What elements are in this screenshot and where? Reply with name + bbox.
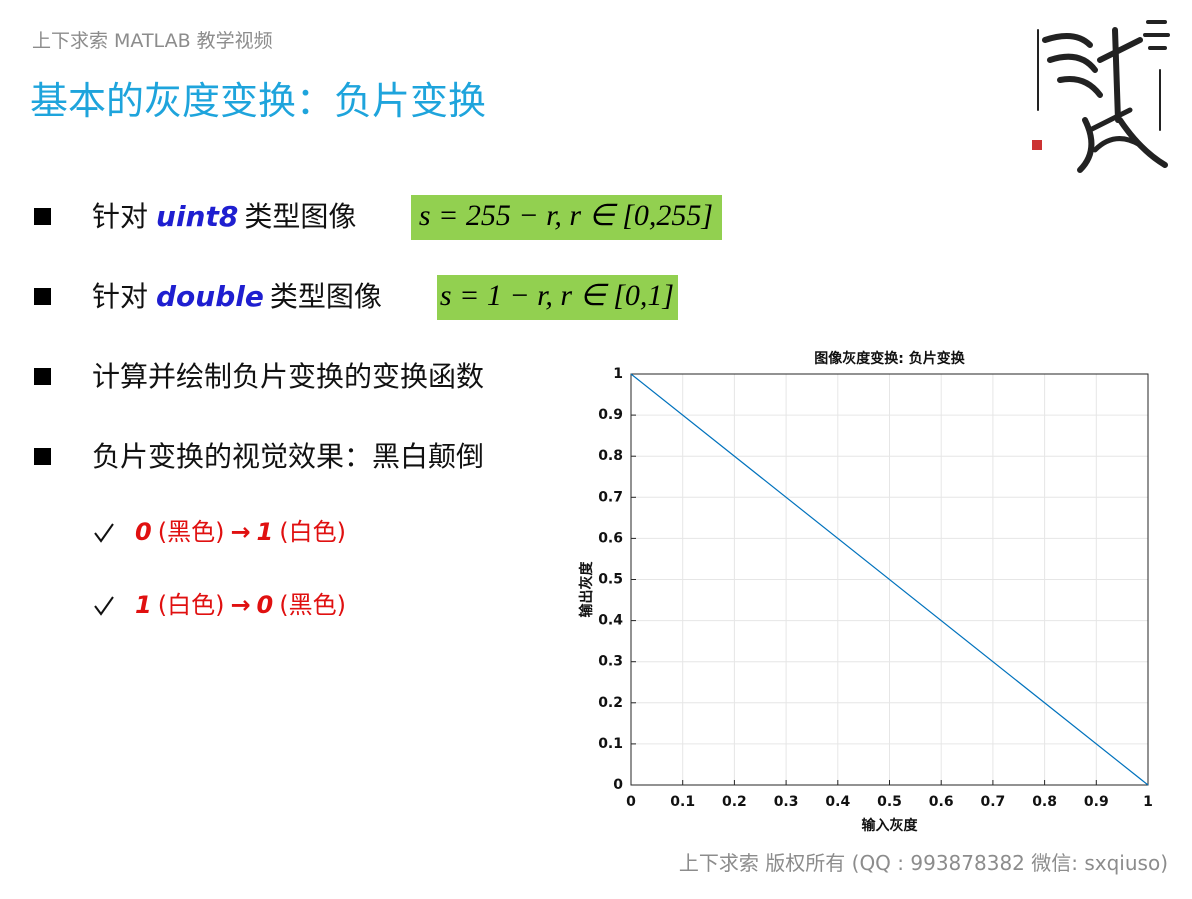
x-tick-label: 0.3 — [774, 794, 799, 810]
x-tick-label: 0.8 — [1032, 794, 1057, 810]
y-tick-label: 0.2 — [598, 695, 623, 711]
check-mark — [94, 596, 114, 616]
footer: 上下求索 版权所有 (QQ : 993878382 微信: sxqiuso) — [679, 851, 1168, 875]
check-part: → — [230, 591, 250, 619]
formula: s = 255 − r, r ∈ [0,255] — [419, 199, 713, 232]
x-tick-label: 0.4 — [825, 794, 850, 810]
y-tick-label: 0.7 — [598, 489, 623, 505]
bullet-text: 针对 double 类型图像 — [92, 280, 382, 313]
bullet-prefix: 针对 — [92, 200, 148, 233]
check-text: 0 (黑色) → 1 (白色) — [135, 518, 346, 546]
x-axis-label: 输入灰度 — [862, 817, 919, 834]
check-part: 0 — [257, 591, 274, 619]
check-mark — [94, 523, 114, 543]
x-tick-label: 0.5 — [877, 794, 902, 810]
bullet-suffix: 类型图像 — [244, 200, 356, 233]
x-tick-label: 0.6 — [929, 794, 954, 810]
check-part: (白色) — [279, 518, 346, 546]
y-tick-label: 0.9 — [598, 407, 623, 423]
data-line — [630, 373, 1149, 786]
check-text: 1 (白色) → 0 (黑色) — [135, 591, 346, 619]
bullet-text: 负片变换的视觉效果：黑白颠倒 — [92, 440, 484, 473]
bullet-prefix: 针对 — [92, 280, 148, 313]
bullet-square — [34, 448, 51, 465]
bullet-keyword: uint8 — [156, 200, 238, 233]
chart-title: 图像灰度变换: 负片变换 — [814, 350, 965, 367]
check-part: (黑色) — [279, 591, 346, 619]
y-tick-label: 0.4 — [598, 613, 623, 629]
logo — [1032, 20, 1170, 173]
y-tick-label: 0.8 — [598, 448, 623, 464]
y-tick-label: 0 — [613, 777, 623, 793]
header-caption: 上下求索 MATLAB 教学视频 — [32, 30, 273, 52]
bullet-text: 针对 uint8 类型图像 — [92, 200, 356, 233]
check-part: (白色) — [158, 591, 225, 619]
bullet-square — [34, 288, 51, 305]
formula: s = 1 − r, r ∈ [0,1] — [440, 279, 674, 312]
y-tick-label: 0.6 — [598, 530, 623, 546]
x-tick-label: 0.9 — [1084, 794, 1109, 810]
bullet-square — [34, 368, 51, 385]
y-tick-label: 0.3 — [598, 654, 623, 670]
check-part: → — [230, 518, 250, 546]
check-part: 1 — [135, 591, 152, 619]
check-part: 1 — [257, 518, 274, 546]
y-tick-label: 0.5 — [598, 572, 623, 588]
bullet-suffix: 类型图像 — [270, 280, 382, 313]
formula-box — [437, 275, 678, 320]
x-tick-label: 0.7 — [980, 794, 1005, 810]
y-tick-label: 0.1 — [598, 736, 623, 752]
x-tick-label: 1 — [1143, 794, 1153, 810]
chart: 0 0.1 0.2 0.3 0.4 0.5 0.6 0.7 0.8 0.9 1 0 0.1 0.2 0.3 0… — [578, 350, 1153, 834]
bullet-square — [34, 208, 51, 225]
formula-box — [411, 195, 722, 240]
slide-title: 基本的灰度变换：负片变换 — [30, 79, 486, 123]
y-tick-label: 1 — [613, 366, 623, 382]
bullet-keyword: double — [156, 280, 264, 313]
x-tick-label: 0 — [626, 794, 636, 810]
bullet-text: 计算并绘制负片变换的变换函数 — [92, 360, 484, 393]
plot-frame — [630, 373, 1149, 786]
x-tick-label: 0.1 — [670, 794, 695, 810]
check-part: 0 — [135, 518, 152, 546]
x-tick-label: 0.2 — [722, 794, 747, 810]
y-axis-label: 输出灰度 — [578, 561, 595, 618]
check-part: (黑色) — [158, 518, 225, 546]
